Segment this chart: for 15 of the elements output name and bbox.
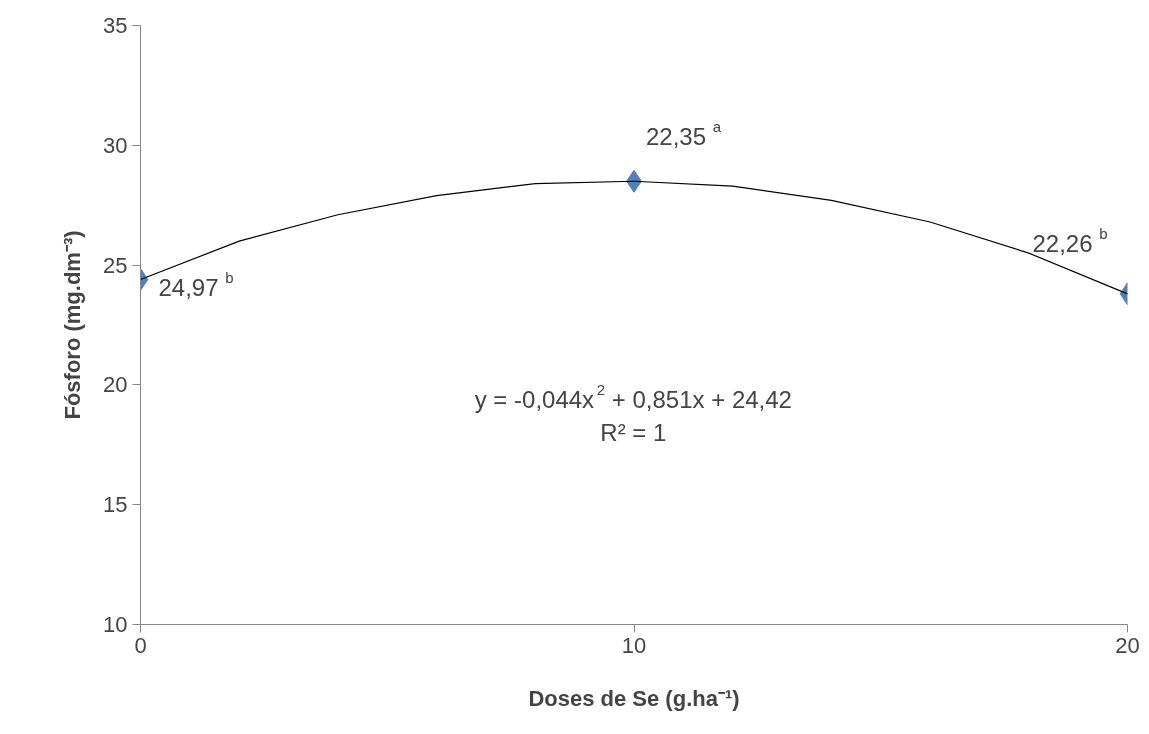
y-tick-label: 30 — [103, 132, 128, 158]
y-tick-label: 10 — [103, 612, 128, 637]
y-tick-label: 15 — [103, 492, 128, 518]
x-tick-label: 10 — [621, 632, 647, 658]
x-tick-label: 0 — [134, 632, 147, 658]
annotation: 24,97 b — [158, 268, 234, 301]
y-tick-label: 25 — [103, 252, 128, 278]
y-axis-title: Fósforo (mg.dm⁻³) — [60, 230, 86, 420]
x-axis-title: Doses de Se (g.ha⁻¹) — [528, 685, 740, 711]
x-tick-label: 20 — [1115, 632, 1140, 658]
y-tick-label: 20 — [103, 372, 128, 398]
annotation: 22,35 a — [646, 117, 722, 150]
y-tick-label: 35 — [103, 13, 128, 38]
annotation: 22,26 b — [1032, 225, 1108, 258]
annotation: R² = 1 — [600, 419, 667, 446]
